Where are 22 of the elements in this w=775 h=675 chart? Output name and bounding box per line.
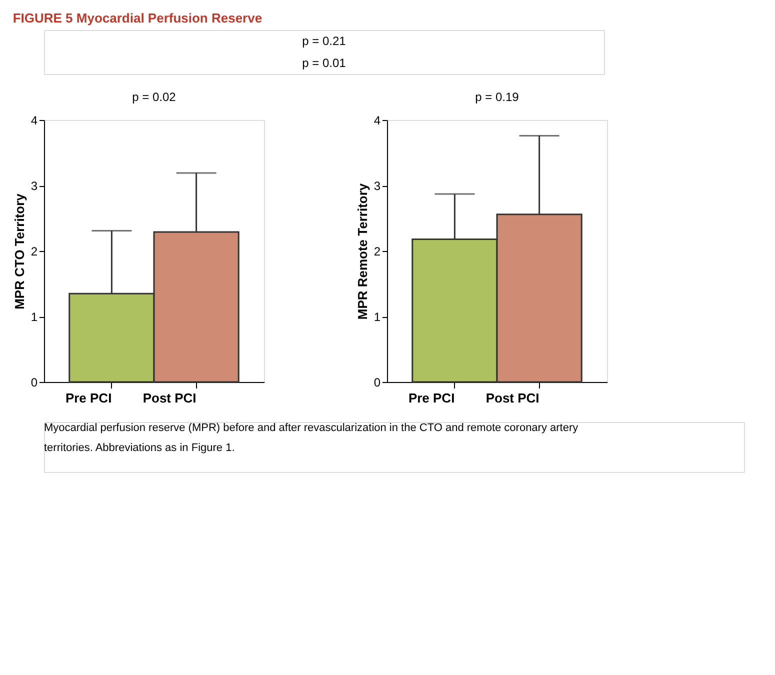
y-tick-label: 1 bbox=[374, 310, 381, 324]
y-tick-label: 4 bbox=[30, 114, 38, 128]
y-tick-label: 3 bbox=[30, 179, 38, 193]
y-tick-label: 4 bbox=[374, 114, 381, 128]
y-tick-label: 2 bbox=[30, 244, 38, 258]
y-axis-title: MPR CTO Territory bbox=[12, 192, 27, 310]
y-tick-label: 3 bbox=[374, 179, 381, 193]
x-tick-label: Pre PCI bbox=[408, 390, 455, 406]
text: p = 0.01 bbox=[302, 56, 346, 70]
y-tick-label: 2 bbox=[374, 244, 381, 258]
x-tick-label: Post PCI bbox=[486, 390, 540, 406]
text: Myocardial perfusion reserve (MPR) before and after revascularization in the CTO and remote coronary artery territories. Abbreviations as in Figure 1. bbox=[44, 422, 579, 454]
text: p = 0.19 bbox=[475, 90, 520, 104]
x-tick-label: Pre PCI bbox=[65, 390, 112, 406]
y-axis-title: MPR Remote Territory bbox=[354, 182, 370, 320]
text: p = 0.02 bbox=[132, 90, 176, 104]
text: p = 0.21 bbox=[302, 34, 346, 48]
y-tick-label: 0 bbox=[30, 376, 38, 390]
y-tick-label: 1 bbox=[30, 310, 38, 324]
x-tick-label: Post PCI bbox=[142, 390, 196, 406]
y-tick-label: 0 bbox=[374, 376, 381, 390]
chart-title: FIGURE 5 Myocardial Perfusion Reserve bbox=[12, 10, 262, 26]
